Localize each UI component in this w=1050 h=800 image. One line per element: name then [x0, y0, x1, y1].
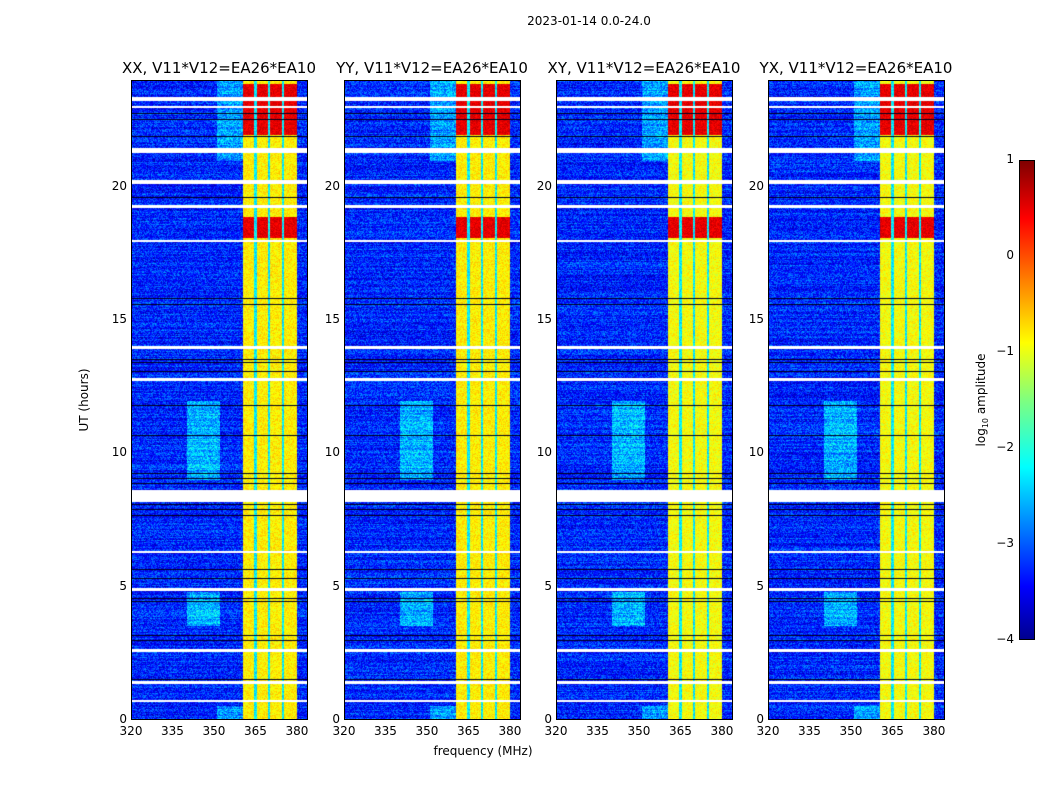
- colorbar: [1019, 160, 1035, 640]
- y-tick-label: 15: [748, 312, 764, 326]
- y-tick-label: 15: [111, 312, 127, 326]
- x-tick-label: 335: [798, 724, 821, 738]
- colorbar-label-sub: 10: [981, 417, 991, 429]
- x-tick-label: 365: [669, 724, 692, 738]
- y-tick-label: 0: [756, 712, 764, 726]
- x-tick-label: 365: [457, 724, 480, 738]
- colorbar-tick-label: 0: [1006, 248, 1014, 262]
- heatmap-image: [557, 81, 732, 719]
- x-tick-label: 320: [332, 724, 356, 738]
- y-tick-label: 0: [332, 712, 340, 726]
- heatmap-panel-1: [131, 80, 308, 720]
- y-tick-label: 5: [332, 578, 340, 593]
- y-tick-label: 20: [111, 178, 127, 193]
- heatmap-image: [132, 81, 307, 719]
- x-tick-label: 350: [415, 724, 439, 738]
- colorbar-tick-label: −4: [996, 632, 1014, 646]
- x-tick-label: 350: [627, 724, 651, 738]
- panel-title: YX, V11*V12=EA26*EA10: [759, 59, 953, 77]
- y-tick-label: 10: [536, 445, 552, 460]
- y-tick-label: 5: [756, 578, 764, 593]
- y-tick-label: 5: [544, 578, 552, 593]
- colorbar-tick-label: 1: [1006, 152, 1014, 166]
- x-tick-label: 365: [244, 724, 267, 738]
- x-tick-label: 320: [544, 724, 568, 738]
- x-tick-label: 380: [710, 724, 734, 738]
- x-tick-label: 380: [498, 724, 522, 738]
- x-tick-label: 350: [202, 724, 226, 738]
- y-axis-label: UT (hours): [77, 368, 91, 432]
- panel-title: XY, V11*V12=EA26*EA10: [547, 59, 741, 77]
- y-tick-label: 5: [119, 578, 127, 593]
- panel-title: XX, V11*V12=EA26*EA10: [121, 59, 316, 77]
- y-tick-label: 15: [324, 312, 340, 326]
- y-tick-label: 10: [111, 445, 127, 460]
- colorbar-label: log10 amplitude: [974, 354, 990, 447]
- y-tick-label: 0: [119, 712, 127, 726]
- x-tick-label: 365: [881, 724, 904, 738]
- heatmap-image: [345, 81, 520, 719]
- x-tick-label: 335: [374, 724, 397, 738]
- colorbar-tick-label: −3: [996, 536, 1014, 550]
- colorbar-tick-label: −1: [996, 344, 1014, 358]
- x-tick-label: 380: [922, 724, 946, 738]
- x-axis-label: frequency (MHz): [433, 744, 533, 758]
- heatmap-panel-4: [768, 80, 945, 720]
- x-tick-label: 320: [756, 724, 780, 738]
- y-tick-label: 0: [544, 712, 552, 726]
- y-tick-label: 20: [536, 178, 552, 193]
- panel-title: YY, V11*V12=EA26*EA10: [336, 59, 528, 77]
- heatmap-image: [769, 81, 944, 719]
- x-tick-label: 380: [285, 724, 309, 738]
- y-tick-label: 20: [324, 178, 340, 193]
- heatmap-panel-3: [556, 80, 733, 720]
- heatmap-panel-2: [344, 80, 521, 720]
- x-tick-label: 335: [161, 724, 184, 738]
- colorbar-label-rest: amplitude: [973, 353, 988, 418]
- colorbar-tick-label: −2: [996, 440, 1014, 454]
- y-tick-label: 20: [748, 178, 764, 193]
- y-tick-label: 10: [324, 445, 340, 460]
- figure-title: 2023-01-14 0.0-24.0: [527, 14, 651, 28]
- y-tick-label: 10: [748, 445, 764, 460]
- x-tick-label: 350: [839, 724, 863, 738]
- x-tick-label: 320: [119, 724, 143, 738]
- x-tick-label: 335: [586, 724, 609, 738]
- y-tick-label: 15: [536, 312, 552, 326]
- colorbar-label-main: log: [973, 428, 988, 447]
